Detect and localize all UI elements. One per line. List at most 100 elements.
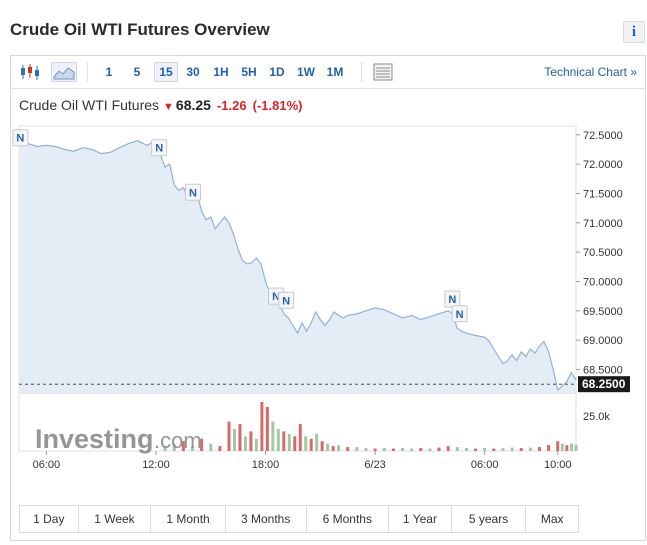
volume-bar (243, 436, 247, 451)
volume-bar (373, 448, 377, 451)
interval-5h-button[interactable]: 5H (241, 65, 257, 79)
y-tick-label: 68.5000 (583, 365, 623, 377)
news-marker-label: N (189, 187, 197, 199)
volume-bar (560, 443, 564, 451)
volume-bar (565, 445, 569, 451)
x-tick-label: 06:00 (33, 459, 61, 471)
news-marker (278, 291, 295, 309)
volume-bar (474, 448, 478, 451)
table-view-icon[interactable] (372, 62, 394, 82)
price-area (19, 137, 576, 393)
x-tick-label: 6/23 (364, 459, 385, 471)
volume-bar (163, 446, 167, 451)
volume-tick-label: 25.0k (583, 411, 610, 423)
volume-bar (265, 406, 269, 451)
interval-15-button[interactable]: 15 (154, 62, 178, 82)
volume-bar (190, 446, 194, 451)
volume-bar (537, 447, 541, 451)
news-marker-label: N (155, 143, 163, 155)
y-tick-label: 72.5000 (583, 130, 623, 142)
interval-1-button[interactable]: 1 (105, 65, 113, 79)
technical-chart-link[interactable]: Technical Chart » (544, 65, 637, 79)
down-arrow-icon: ▼ (163, 101, 174, 113)
news-marker (12, 129, 29, 147)
toolbar-divider (87, 62, 88, 82)
news-marker (451, 305, 468, 323)
interval-1w-button[interactable]: 1W (297, 65, 315, 79)
volume-bar (547, 445, 551, 451)
x-tick-label: 10:00 (544, 459, 572, 471)
news-marker-label: N (272, 291, 280, 303)
news-marker-label: N (282, 295, 290, 307)
y-tick-label: 69.5000 (583, 306, 623, 318)
range-1-week-button[interactable]: 1 Week (79, 506, 152, 532)
interval-5-button[interactable]: 5 (133, 65, 141, 79)
interval-1h-button[interactable]: 1H (213, 65, 229, 79)
x-tick-label: 18:00 (252, 459, 280, 471)
volume-bar (293, 436, 297, 451)
time-range-selector: 1 Day 1 Week 1 Month 3 Months 6 Months 1… (19, 505, 579, 533)
volume-bar (271, 421, 275, 451)
volume-bar (382, 448, 386, 451)
range-1-month-button[interactable]: 1 Month (151, 506, 226, 532)
volume-bar (355, 447, 359, 451)
news-marker-label: N (448, 294, 456, 306)
volume-bar (287, 433, 291, 451)
volume-bar (501, 448, 505, 451)
range-1-day-button[interactable]: 1 Day (20, 506, 79, 532)
volume-bar (510, 447, 514, 451)
range-6-months-button[interactable]: 6 Months (307, 506, 390, 532)
last-price-label: 68.2500 (582, 377, 626, 391)
y-tick-label: 71.0000 (583, 218, 623, 230)
volume-bar (556, 441, 560, 451)
volume-bar (181, 441, 185, 451)
instrument-name: Crude Oil WTI Futures (19, 97, 160, 113)
volume-bar (282, 431, 286, 451)
toolbar-divider (361, 62, 362, 82)
volume-bar (326, 443, 330, 451)
volume-bar (401, 448, 405, 451)
investing-logo: Investing (35, 424, 154, 454)
info-button[interactable]: i (623, 21, 645, 43)
volume-bar (320, 441, 324, 451)
volume-bar (410, 448, 414, 451)
volume-bar (428, 448, 432, 451)
volume-bar (574, 444, 578, 451)
volume-bar (304, 436, 308, 451)
range-3-months-button[interactable]: 3 Months (226, 506, 307, 532)
volume-bar (519, 448, 523, 451)
news-marker (151, 139, 168, 157)
interval-1d-button[interactable]: 1D (269, 65, 285, 79)
investing-logo-suffix: .com (154, 428, 202, 453)
price-chart[interactable]: 68.2500 72.5000 72.0000 71.5000 71.0000 70.50… (11, 56, 645, 501)
y-tick-label: 69.0000 (583, 335, 623, 347)
interval-1m-button[interactable]: 1M (326, 65, 344, 79)
range-max-button[interactable]: Max (540, 512, 564, 526)
news-marker-label: N (456, 309, 464, 321)
page-title: Crude Oil WTI Futures Overview (10, 20, 270, 39)
volume-bar (172, 443, 176, 451)
area-chart-icon[interactable] (51, 62, 77, 82)
last-price-tag (578, 376, 630, 393)
x-tick-label: 06:00 (471, 459, 499, 471)
range-1-year-button[interactable]: 1 Year (389, 506, 452, 532)
volume-bar (227, 421, 231, 451)
interval-30-button[interactable]: 30 (186, 65, 200, 79)
volume-bar (298, 424, 302, 451)
volume-bar (249, 431, 253, 451)
y-tick-label: 70.5000 (583, 247, 623, 259)
range-5-years-button[interactable]: 5 years (452, 506, 527, 532)
news-marker (184, 183, 201, 201)
volume-bar (260, 402, 264, 451)
volume-bar (492, 448, 496, 451)
volume-bar (455, 447, 459, 451)
candlestick-chart-icon[interactable] (17, 62, 43, 82)
x-tick-label: 12:00 (142, 459, 170, 471)
volume-bar (364, 448, 368, 451)
volume-bar (315, 433, 319, 451)
chart-panel: 1 5 15 30 1H 5H 1D 1W 1M Technical Chart… (10, 55, 646, 541)
volume-bar (209, 443, 213, 451)
volume-bar (346, 447, 350, 451)
y-tick-label: 72.0000 (583, 159, 623, 171)
volume-bar (309, 438, 313, 451)
